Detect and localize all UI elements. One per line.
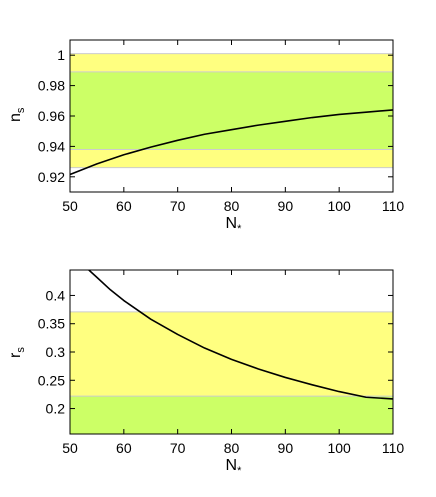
rs-curve [88, 270, 393, 400]
ns-x-tick-label: 60 [116, 198, 132, 214]
rs-x-tick-label: 60 [116, 440, 132, 456]
ns-x-axis-label: N* [226, 215, 243, 235]
ns-y-axis-label: ns [7, 107, 27, 122]
rs-series [88, 270, 393, 400]
rs-y-axis-label: rs [7, 347, 27, 358]
rs-x-tick-label: 50 [62, 440, 78, 456]
rs-y-tick-label: 0.4 [46, 287, 66, 303]
ns-confidence-bands [70, 53, 393, 169]
rs-y-tick-label: 0.2 [46, 401, 66, 417]
ns-y-tick-label: 0.96 [38, 108, 65, 124]
ns-x-tick-label: 90 [278, 198, 294, 214]
ns-series [70, 109, 393, 176]
ns-x-tick-label: 50 [62, 198, 78, 214]
rs-x-axis-label: N* [226, 457, 243, 477]
rs-x-tick-label: 90 [278, 440, 294, 456]
rs-x-tick-label: 110 [382, 440, 405, 456]
ns-band-inner [70, 71, 393, 150]
ns-y-tick-label: 0.98 [38, 78, 65, 94]
rs-x-tick-label: 80 [224, 440, 240, 456]
ns-y-tick-label: 0.92 [38, 169, 65, 185]
rs-ticks: 50 60 70 80 90 100 110 0.2 0.25 0.3 0.35 0.4 [38, 270, 405, 456]
ns-x-tick-label: 100 [327, 198, 351, 214]
rs-chart: 50 60 70 80 90 100 110 0.2 0.25 0.3 0.35 0.4 N* rs [7, 269, 405, 477]
ns-y-tick-label: 1 [57, 47, 65, 63]
ns-x-tick-label: 70 [170, 198, 186, 214]
rs-x-tick-label: 70 [170, 440, 186, 456]
ns-x-tick-label: 110 [382, 198, 405, 214]
ns-y-tick-label: 0.94 [38, 138, 65, 154]
ns-chart: 50 60 70 80 90 100 110 0.92 0.94 0.96 0.98 1 N* ns [7, 39, 405, 235]
rs-y-tick-label: 0.25 [38, 372, 65, 388]
rs-confidence-bands [70, 311, 393, 434]
ns-curve [70, 109, 393, 176]
rs-y-tick-label: 0.3 [46, 344, 66, 360]
rs-band-inner [70, 396, 393, 434]
ns-x-tick-label: 80 [224, 198, 240, 214]
rs-x-tick-label: 100 [327, 440, 351, 456]
rs-y-tick-label: 0.35 [38, 316, 65, 332]
ns-ticks: 50 60 70 80 90 100 110 0.92 0.94 0.96 0.98 1 [38, 40, 405, 214]
